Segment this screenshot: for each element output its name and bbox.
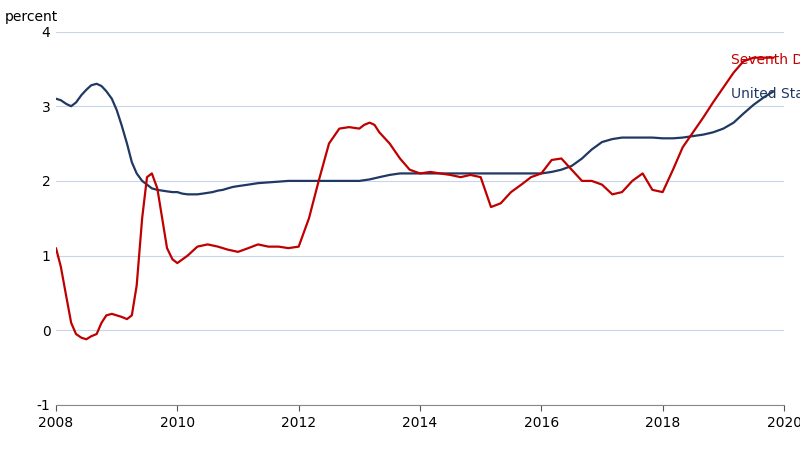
Text: United States: United States [730,86,800,100]
Text: Seventh District: Seventh District [730,53,800,67]
Text: percent: percent [5,10,58,24]
